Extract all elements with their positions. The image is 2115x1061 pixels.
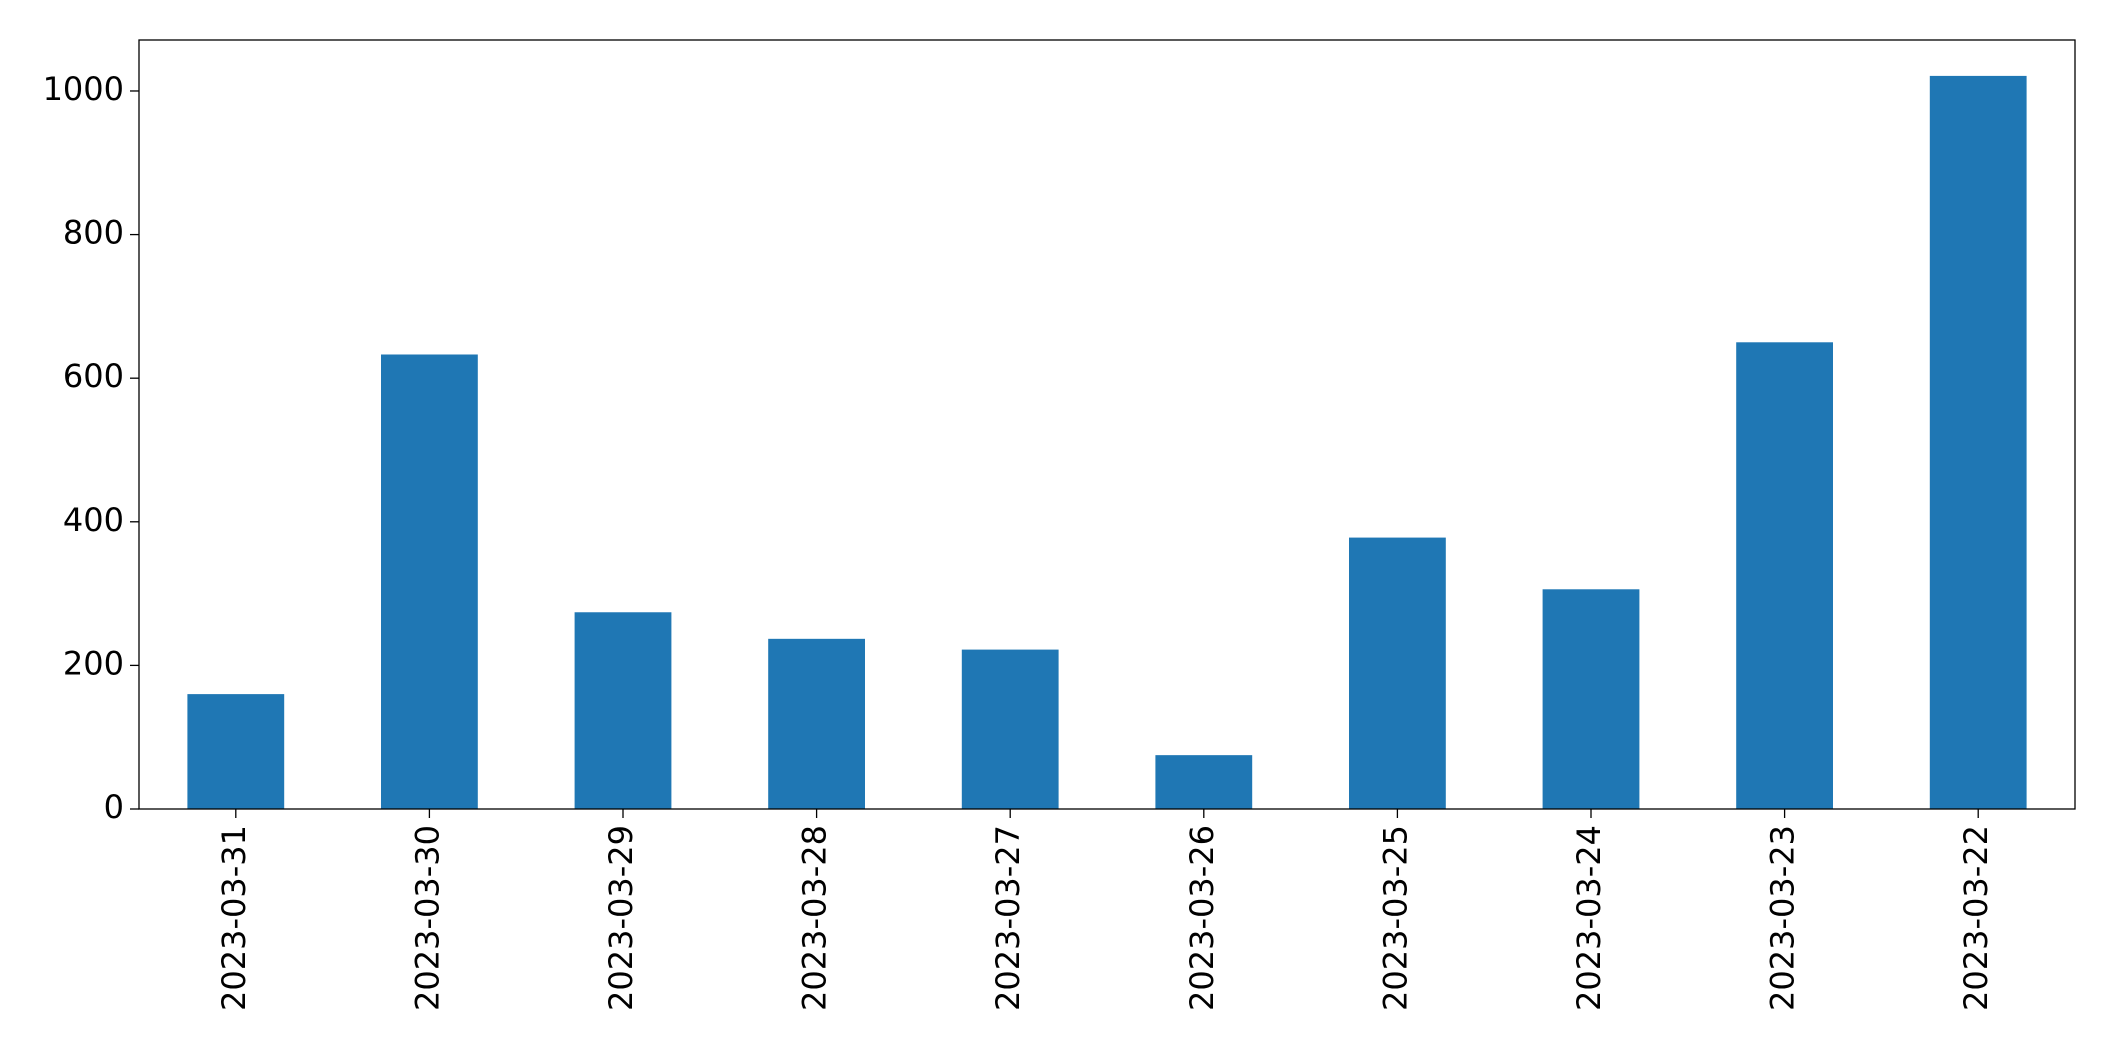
y-tick-label: 0 <box>104 788 124 826</box>
y-tick-label: 800 <box>63 214 124 252</box>
bar <box>574 612 672 809</box>
bar <box>1929 75 2027 810</box>
y-tick-label: 200 <box>63 644 124 682</box>
y-tick-label: 600 <box>63 357 124 395</box>
x-tick-label: 2023-03-29 <box>602 825 640 1011</box>
y-tick-label: 1000 <box>43 70 124 108</box>
x-tick-label: 2023-03-30 <box>408 825 446 1011</box>
bar <box>1155 755 1253 809</box>
bar <box>1542 589 1640 809</box>
x-tick-label: 2023-03-23 <box>1764 825 1802 1011</box>
bar <box>1736 342 1833 809</box>
x-tick-label: 2023-03-28 <box>796 825 834 1011</box>
bar <box>381 354 478 809</box>
x-tick-label: 2023-03-24 <box>1570 825 1608 1011</box>
bar <box>1349 537 1446 809</box>
y-tick-label: 400 <box>63 501 124 539</box>
x-tick-label: 2023-03-25 <box>1376 825 1414 1011</box>
plot-area: 0 200 400 600 800 1000 2023-03-31 2023-03-30 202… <box>43 70 2027 1011</box>
bar <box>768 638 865 809</box>
x-tick-label: 2023-03-27 <box>989 825 1027 1011</box>
axes-frame <box>138 39 2076 810</box>
bar <box>961 649 1059 809</box>
x-tick-label: 2023-03-31 <box>215 825 253 1011</box>
bar <box>187 694 285 809</box>
x-tick-label: 2023-03-22 <box>1957 825 1995 1011</box>
x-tick-label: 2023-03-26 <box>1183 825 1221 1011</box>
